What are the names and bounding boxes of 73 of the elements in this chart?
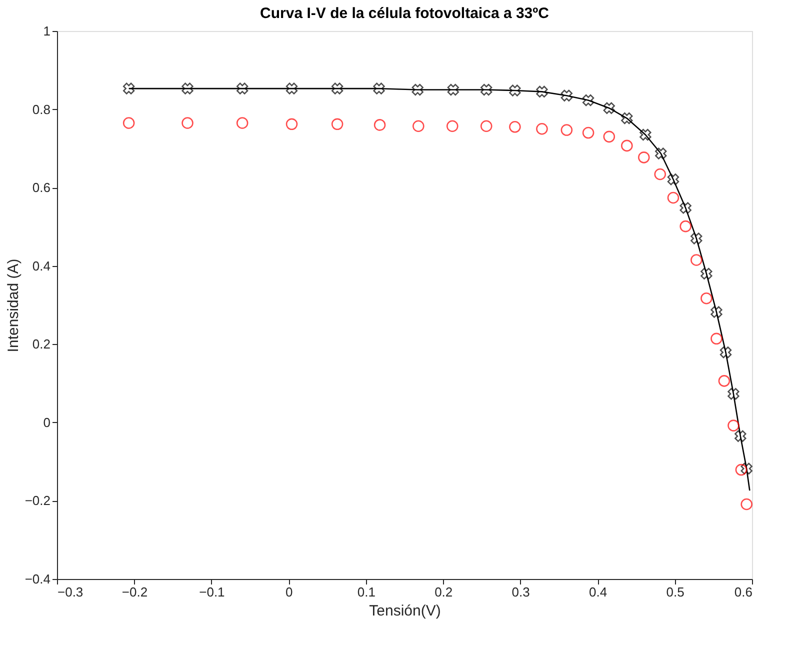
point xyxy=(182,82,194,94)
y-tick-label: 0.6 xyxy=(32,180,50,196)
point xyxy=(700,292,712,304)
y-tick-label: −0.4 xyxy=(24,572,50,586)
point xyxy=(640,128,652,141)
point xyxy=(710,306,722,318)
point xyxy=(536,122,548,135)
x-tick-label: −0.2 xyxy=(122,584,148,600)
x-axis-title: Tensión(V) xyxy=(369,602,441,620)
point xyxy=(286,82,298,94)
point xyxy=(447,84,459,96)
point xyxy=(690,254,702,266)
point xyxy=(509,84,521,96)
y-tick-label: 0.4 xyxy=(32,258,50,274)
point xyxy=(446,120,458,132)
y-tick-label: 1 xyxy=(43,24,50,38)
point xyxy=(236,82,248,94)
point xyxy=(603,102,615,114)
y-axis-title: Intensidad (A) xyxy=(4,258,22,352)
point xyxy=(740,462,752,474)
point xyxy=(728,388,740,400)
point xyxy=(412,84,424,96)
x-tick-label: −0.1 xyxy=(199,584,225,600)
x-tick-label: −0.3 xyxy=(58,584,84,600)
point xyxy=(621,112,633,124)
point xyxy=(236,117,248,129)
y-tick-label: 0 xyxy=(43,414,50,430)
point xyxy=(374,119,386,131)
point xyxy=(720,346,732,358)
x-tick-label: 0.2 xyxy=(434,584,453,600)
x-tick-label: 0 xyxy=(286,584,293,600)
point xyxy=(621,140,633,152)
point xyxy=(638,152,650,164)
point xyxy=(182,117,194,129)
point xyxy=(582,94,594,106)
point xyxy=(582,126,594,139)
point xyxy=(480,84,492,96)
point xyxy=(603,130,616,143)
point xyxy=(740,498,752,510)
point xyxy=(700,268,712,280)
point xyxy=(412,120,424,132)
y-tick-label: −0.2 xyxy=(24,493,50,508)
point xyxy=(735,464,748,476)
point xyxy=(690,232,702,244)
point xyxy=(373,82,385,94)
point xyxy=(680,220,692,232)
x-tick-label: 0.4 xyxy=(589,584,608,600)
point xyxy=(331,82,344,94)
y-tick-label: 0.8 xyxy=(32,102,50,117)
point xyxy=(286,118,298,130)
point xyxy=(654,168,666,180)
y-tick-label: 0.2 xyxy=(32,336,50,352)
point xyxy=(667,174,680,186)
point xyxy=(480,120,492,132)
point xyxy=(710,332,722,345)
point xyxy=(655,148,667,160)
chart-title: Curva I-V de la célula fotovoltaica a 33ºC xyxy=(260,5,550,22)
point xyxy=(122,82,135,94)
point xyxy=(331,118,344,130)
x-tick-label: 0.6 xyxy=(734,584,752,600)
x-tick-label: 0.5 xyxy=(666,584,684,600)
point xyxy=(728,420,740,432)
point xyxy=(560,124,573,136)
point xyxy=(667,192,680,204)
point xyxy=(734,430,746,442)
point xyxy=(560,90,573,102)
point xyxy=(122,117,135,129)
point xyxy=(680,202,692,214)
x-tick-label: 0.1 xyxy=(357,584,376,600)
point xyxy=(718,375,730,387)
x-tick-label: 0.3 xyxy=(512,584,530,600)
point xyxy=(536,86,548,98)
point xyxy=(509,121,521,133)
